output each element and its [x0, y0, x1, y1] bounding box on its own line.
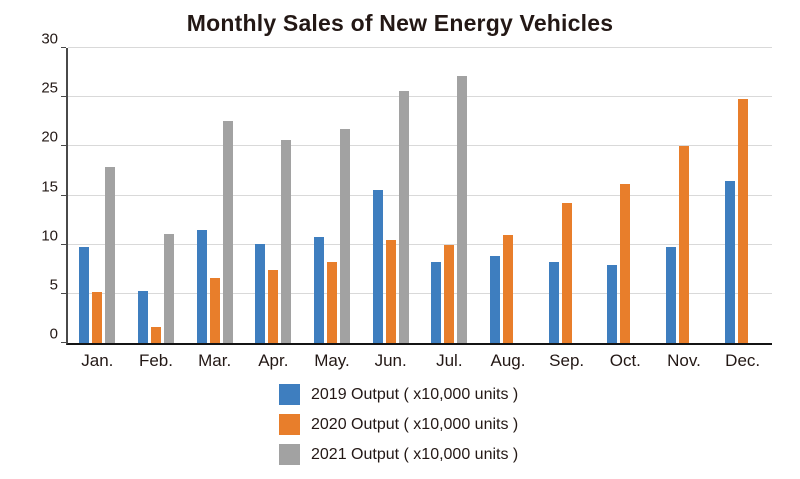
ytick-label-30: 30 — [41, 30, 58, 48]
bar-2019-sep — [548, 262, 559, 343]
bar-2020-dec — [737, 99, 748, 343]
bar-2020-nov — [679, 146, 689, 343]
ytick-label-0: 0 — [49, 325, 58, 343]
ytick-mark-25 — [61, 96, 66, 98]
bar-2020-sep — [561, 203, 572, 343]
legend-item-2020: 2020 Output ( x10,000 units ) — [279, 414, 518, 435]
xtick-label-may: May. — [314, 351, 350, 370]
bar-2019-mar — [196, 229, 207, 343]
bar-2019-jul — [431, 262, 442, 343]
bar-2019-feb — [138, 290, 148, 343]
ytick-mark-10 — [61, 243, 66, 245]
xtick-label-jan: Jan. — [81, 351, 114, 370]
bar-2019-jun — [372, 189, 383, 343]
xtick-label-jun: Jun. — [374, 351, 407, 370]
xtick-label-apr: Apr. — [258, 351, 289, 370]
legend-swatch-2020 — [279, 414, 300, 435]
xtick-label-mar: Mar. — [198, 351, 232, 370]
ytick-mark-20 — [61, 145, 66, 147]
bar-2019-aug — [490, 256, 500, 343]
bar-2019-may — [314, 236, 324, 343]
ytick-mark-30 — [61, 47, 66, 48]
legend-swatch-2019 — [279, 384, 300, 405]
bar-2019-nov — [666, 246, 676, 343]
bar-2019-jan — [79, 246, 90, 343]
xtick-label-jul: Jul. — [436, 351, 463, 370]
gridline-y-10 — [68, 243, 772, 245]
legend-label-2021: 2021 Output ( x10,000 units ) — [311, 445, 519, 463]
bar-2021-jan — [105, 166, 116, 343]
ytick-label-20: 20 — [41, 128, 58, 146]
gridline-y-30 — [68, 47, 772, 48]
bar-2019-apr — [255, 243, 266, 343]
xtick-label-nov: Nov. — [667, 351, 701, 370]
bar-2021-jun — [398, 91, 409, 343]
bar-2021-apr — [281, 140, 292, 343]
ytick-label-10: 10 — [41, 227, 58, 245]
legend-swatch-2021 — [279, 444, 300, 465]
bar-2020-apr — [268, 270, 279, 343]
gridline-y-20 — [68, 145, 772, 147]
legend-label-2020: 2020 Output ( x10,000 units ) — [311, 415, 519, 433]
chart-title: Monthly Sales of New Energy Vehicles — [186, 10, 614, 36]
ytick-mark-5 — [61, 292, 66, 294]
ytick-label-25: 25 — [41, 79, 58, 97]
bar-2020-feb — [151, 327, 161, 343]
xtick-label-feb: Feb. — [138, 351, 173, 370]
legend: 2019 Output ( x10,000 units ) 2020 Outpu… — [279, 384, 518, 465]
bar-2020-aug — [503, 234, 513, 343]
xtick-label-aug: Aug. — [490, 351, 526, 370]
bar-2020-jun — [385, 239, 396, 343]
bar-2020-jan — [92, 291, 103, 343]
bar-2021-may — [340, 128, 350, 343]
ytick-label-15: 15 — [41, 178, 58, 195]
bar-2020-jul — [444, 244, 455, 343]
bar-2020-oct — [620, 183, 631, 343]
gridline-y-5 — [68, 292, 772, 294]
xtick-label-oct: Oct. — [609, 351, 641, 370]
ytick-mark-0 — [61, 342, 66, 343]
bar-2020-may — [327, 262, 337, 343]
legend-item-2021: 2021 Output ( x10,000 units ) — [279, 444, 518, 465]
legend-label-2019: 2019 Output ( x10,000 units ) — [311, 385, 519, 403]
xtick-label-sep: Sep. — [549, 351, 585, 370]
ytick-mark-15 — [61, 194, 66, 196]
gridline-y-15 — [68, 194, 772, 196]
plot-area: 0 5 10 15 20 25 30 Jan. Feb. Mar. Apr. May. Jun. Jul.… — [41, 31, 772, 370]
legend-item-2019: 2019 Output ( x10,000 units ) — [279, 384, 518, 405]
bar-2021-mar — [222, 120, 233, 343]
bar-2021-jul — [457, 75, 468, 343]
bar-2019-oct — [607, 265, 618, 343]
ytick-label-5: 5 — [49, 276, 58, 294]
bar-2021-feb — [164, 233, 174, 343]
xtick-label-dec: Dec. — [725, 351, 761, 370]
bar-2020-mar — [209, 278, 220, 343]
gridline-y-25 — [68, 96, 772, 98]
bar-2019-dec — [724, 180, 735, 343]
